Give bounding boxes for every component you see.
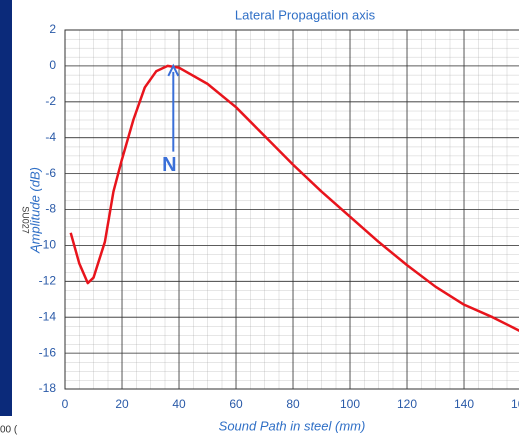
y-tick-label: -14 — [39, 309, 57, 323]
x-tick-label: 0 — [62, 397, 69, 411]
y-tick-label: -8 — [45, 202, 56, 216]
y-axis-label: Amplitude (dB) — [27, 167, 42, 254]
x-tick-label: 20 — [115, 397, 129, 411]
x-tick-label: 100 — [340, 397, 360, 411]
x-tick-label: 40 — [172, 397, 186, 411]
y-tick-label: -18 — [39, 381, 57, 395]
chart-title: Lateral Propagation axis — [235, 7, 376, 22]
y-tick-label: -2 — [45, 94, 56, 108]
side-strip — [0, 0, 12, 416]
y-tick-label: -6 — [45, 166, 56, 180]
y-tick-label: 2 — [49, 22, 56, 36]
y-tick-label: -10 — [39, 238, 57, 252]
annotation-text: N — [162, 154, 176, 176]
annotation-arrowhead — [167, 63, 180, 77]
y-tick-label: -12 — [39, 273, 57, 287]
x-tick-label: 80 — [286, 397, 300, 411]
x-tick-label: 160 — [511, 397, 519, 411]
x-tick-label: 140 — [454, 397, 474, 411]
x-axis-label: Sound Path in steel (mm) — [219, 418, 366, 433]
side-label: SU027 — [21, 206, 31, 234]
corner-text: 00 ( — [0, 425, 18, 436]
data-line — [69, 64, 519, 332]
x-tick-label: 60 — [229, 397, 243, 411]
y-tick-label: -16 — [39, 345, 57, 359]
x-tick-label: 120 — [397, 397, 417, 411]
y-tick-label: 0 — [49, 58, 56, 72]
y-tick-label: -4 — [45, 130, 56, 144]
